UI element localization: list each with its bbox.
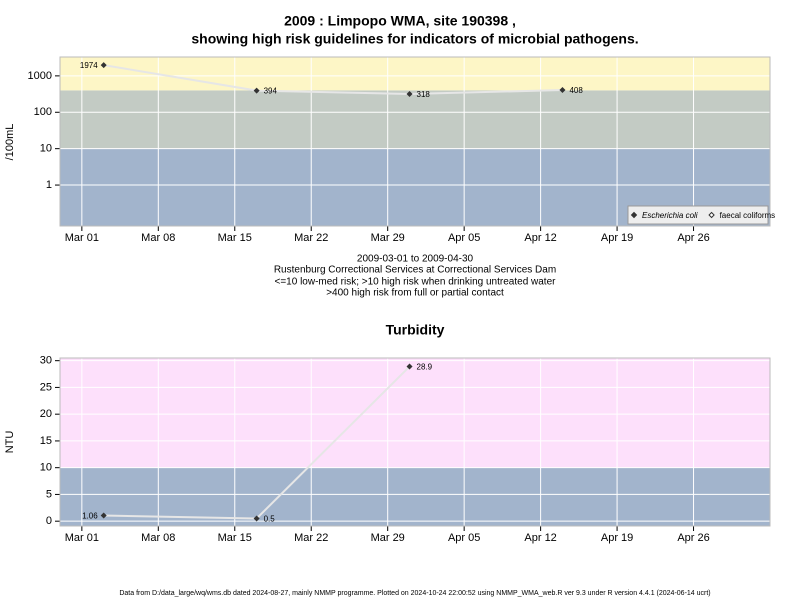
x-tick-label: Apr 26 (677, 532, 709, 544)
y-axis-label: /100mL (4, 124, 16, 161)
x-tick-label: Mar 29 (371, 232, 405, 244)
data-point (406, 90, 413, 97)
legend-symbol (630, 211, 638, 219)
y-tick-label: 10 (40, 462, 52, 474)
note: <=10 low-med risk; >10 high risk when dr… (275, 277, 557, 288)
y-tick-label: 25 (40, 381, 52, 393)
y-tick-label: 30 (40, 355, 52, 367)
risk-band (60, 90, 770, 149)
risk-band (60, 57, 770, 91)
x-tick-label: Apr 05 (448, 532, 480, 544)
chart-title: showing high risk guidelines for indicat… (191, 31, 638, 47)
x-tick-label: Mar 15 (218, 532, 252, 544)
legend-label: faecal coliforms (720, 211, 776, 220)
x-tick-label: Apr 26 (677, 232, 709, 244)
legend-box (627, 205, 769, 225)
data-point (406, 363, 413, 370)
x-tick-label: Mar 08 (141, 532, 175, 544)
data-label: 28.9 (417, 363, 433, 372)
y-tick-label: 0 (46, 515, 52, 527)
plot-frame (59, 357, 771, 527)
data-point (253, 87, 260, 94)
data-label: 1974 (80, 61, 98, 70)
x-tick-label: Mar 08 (141, 232, 175, 244)
data-label: 408 (569, 86, 583, 95)
x-tick-label: Mar 01 (65, 532, 99, 544)
data-label: 0.5 (264, 515, 276, 524)
y-tick-label: 1 (46, 179, 52, 191)
x-tick-label: Mar 01 (65, 232, 99, 244)
y-tick-label: 10 (40, 143, 52, 155)
data-point (100, 62, 107, 69)
x-tick-label: Mar 29 (371, 532, 405, 544)
y-tick-label: 1000 (28, 70, 52, 82)
data-label: 318 (417, 90, 431, 99)
legend-label: Escherichia coli (642, 211, 698, 220)
chart-title: 2009 : Limpopo WMA, site 190398 , (284, 13, 516, 29)
chart-title: Turbidity (386, 322, 445, 338)
y-tick-label: 5 (46, 488, 52, 500)
x-tick-label: Mar 15 (218, 232, 252, 244)
y-axis-label: NTU (4, 431, 16, 454)
data-point (100, 512, 107, 519)
data-label: 1.06 (82, 512, 98, 521)
x-tick-label: Mar 22 (294, 532, 328, 544)
x-tick-label: Apr 12 (524, 232, 556, 244)
legend-symbol (708, 211, 715, 219)
series-line (103, 64, 563, 95)
note: 2009-03-01 to 2009-04-30 (357, 254, 474, 265)
x-tick-label: Apr 05 (448, 232, 480, 244)
x-tick-label: Mar 22 (294, 232, 328, 244)
y-tick-label: 100 (34, 106, 52, 118)
y-tick-label: 15 (40, 435, 52, 447)
note: >400 high risk from full or partial cont… (326, 288, 504, 299)
data-point (253, 515, 260, 522)
x-tick-label: Apr 19 (601, 232, 633, 244)
note: Rustenburg Correctional Services at Corr… (274, 265, 556, 276)
footer: Data from D:/data_large/wq/wms.db dated … (119, 590, 710, 597)
y-tick-label: 20 (40, 408, 52, 420)
data-label: 394 (264, 87, 278, 96)
data-point (559, 87, 566, 94)
x-tick-label: Apr 12 (524, 532, 556, 544)
risk-band (60, 358, 770, 468)
x-tick-label: Apr 19 (601, 532, 633, 544)
plot-frame (59, 56, 771, 227)
